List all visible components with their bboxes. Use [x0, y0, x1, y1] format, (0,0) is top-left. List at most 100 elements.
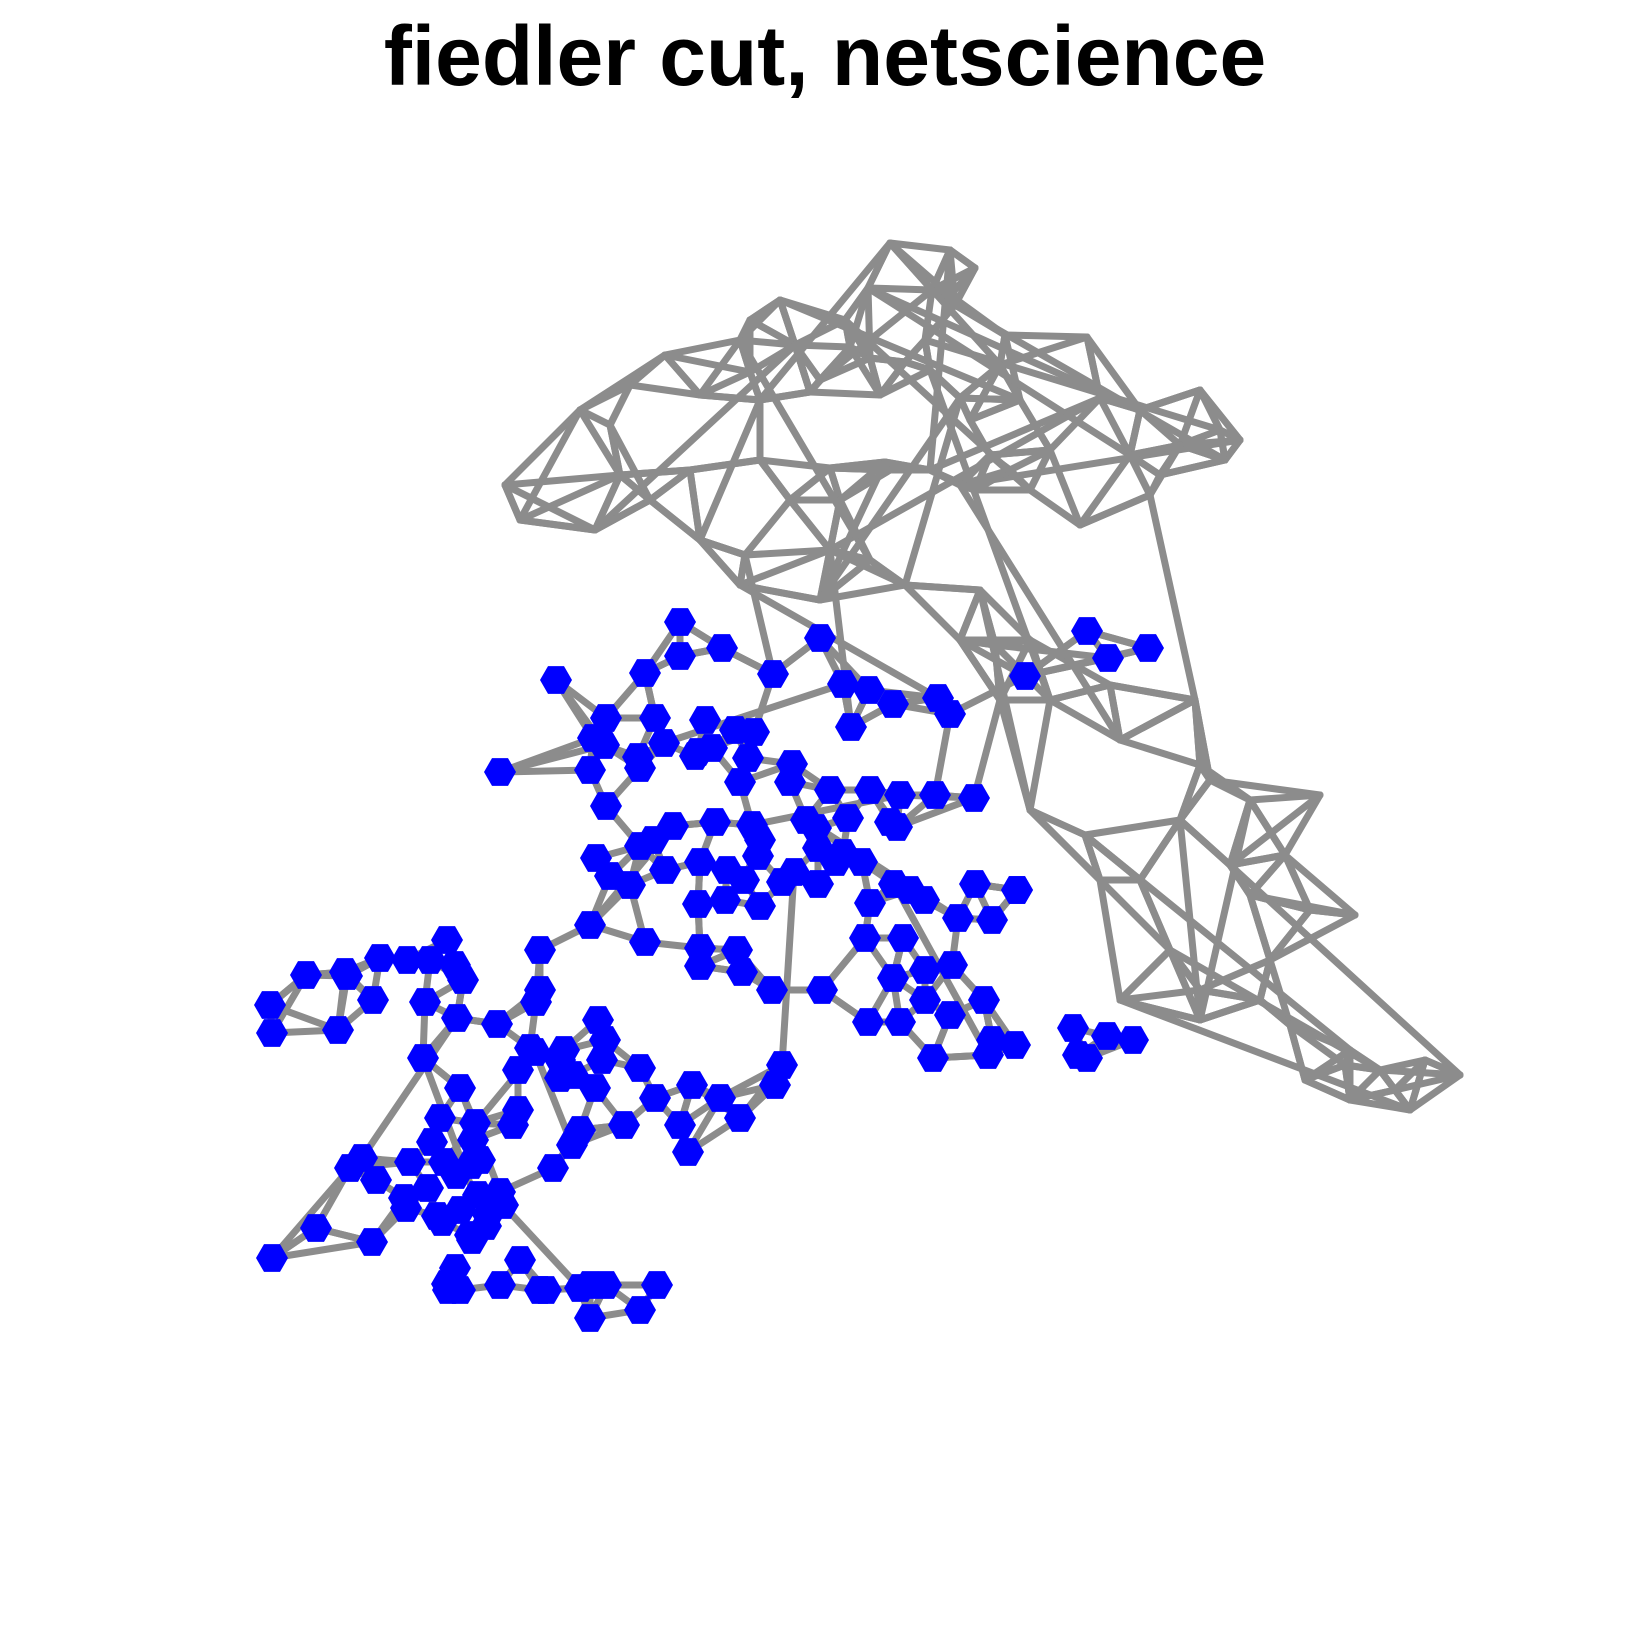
- graph-node: [624, 754, 656, 782]
- graph-edge: [901, 581, 964, 644]
- graph-node: [742, 842, 774, 870]
- graph-node: [530, 1276, 562, 1304]
- graph-node: [454, 1221, 486, 1249]
- graph-node: [709, 886, 741, 914]
- graph-edge: [806, 388, 884, 399]
- graph-node: [608, 1111, 640, 1139]
- graph-node: [766, 1051, 798, 1079]
- graph-edge: [1176, 426, 1224, 449]
- graph-node: [577, 724, 609, 752]
- graph-edge: [1021, 644, 1152, 680]
- graph-node: [484, 1178, 516, 1206]
- graph-edge: [1126, 406, 1144, 459]
- graph-edge: [736, 546, 834, 589]
- graph-edge: [501, 471, 624, 489]
- graph-edge: [864, 284, 874, 362]
- graph-edge: [1301, 1046, 1354, 1084]
- graph-edge: [1096, 394, 1134, 459]
- graph-edge: [1026, 446, 1054, 494]
- graph-edge: [1346, 1046, 1384, 1074]
- graph-edge: [1281, 791, 1324, 859]
- graph-edge: [1026, 486, 1084, 529]
- graph-node: [629, 659, 661, 687]
- graph-edge: [741, 496, 794, 559]
- graph-node: [432, 1276, 464, 1304]
- graph-node: [852, 1008, 884, 1036]
- graph-node: [704, 1084, 736, 1112]
- graph-node: [689, 706, 721, 734]
- graph-node: [884, 1008, 916, 1036]
- graph-node: [624, 1296, 656, 1324]
- graph-node: [854, 776, 886, 804]
- graph-node: [664, 1111, 696, 1139]
- graph-edge: [786, 496, 834, 554]
- graph-node: [766, 868, 798, 896]
- graph-edge: [786, 464, 834, 504]
- graph-edge: [741, 551, 777, 678]
- graph-node: [684, 848, 716, 876]
- graph-edge: [746, 368, 764, 404]
- graph-node: [390, 1194, 422, 1222]
- graph-edge: [886, 239, 954, 254]
- graph-edge: [806, 343, 854, 396]
- graph-node: [1071, 617, 1103, 645]
- graph-edge: [1116, 996, 1204, 1024]
- graph-node: [1117, 1026, 1149, 1054]
- graph-edge: [501, 481, 599, 534]
- graph-edge: [501, 481, 524, 524]
- graph-edge: [1226, 861, 1464, 1079]
- graph-edge: [686, 466, 704, 544]
- graph-node: [936, 951, 968, 979]
- graph-edge: [516, 471, 624, 524]
- graph-edge: [1246, 891, 1314, 914]
- graph-edge: [1046, 446, 1084, 529]
- graph-node: [256, 1019, 288, 1047]
- graph-edge: [1116, 946, 1174, 1004]
- node-layer: [254, 608, 1164, 1332]
- graph-node: [719, 716, 751, 744]
- graph-edge: [576, 406, 614, 429]
- graph-edge: [1216, 426, 1229, 464]
- graph-node: [679, 742, 711, 770]
- graph-edge: [1196, 956, 1274, 994]
- graph-edge: [970, 696, 1004, 802]
- graph-edge: [1136, 406, 1184, 449]
- graph-edge: [836, 458, 889, 504]
- graph-edge: [1081, 831, 1144, 884]
- graph-node: [968, 986, 1000, 1014]
- graph-node: [648, 729, 680, 757]
- graph-edge: [499, 1201, 584, 1292]
- graph-edge: [991, 641, 1112, 662]
- graph-edge: [1076, 451, 1134, 529]
- plot-title: fiedler cut, netscience: [383, 9, 1267, 103]
- graph-edge: [881, 458, 934, 474]
- graph-node: [519, 1038, 551, 1066]
- graph-edge: [966, 396, 1024, 424]
- graph-node: [564, 1274, 596, 1302]
- graph-node: [1009, 662, 1041, 690]
- graph-node: [884, 781, 916, 809]
- graph-node: [360, 1166, 392, 1194]
- graph-node: [806, 976, 838, 1004]
- graph-edge: [901, 581, 984, 594]
- graph-edge: [1406, 1071, 1464, 1114]
- graph-node: [639, 704, 671, 732]
- graph-node: [672, 1138, 704, 1166]
- graph-edge: [696, 536, 749, 559]
- graph-node: [574, 1304, 606, 1332]
- graph-edge: [841, 284, 872, 324]
- graph-edge: [956, 481, 1124, 744]
- graph-node: [877, 690, 909, 718]
- graph-node: [586, 1046, 618, 1074]
- graph-edge: [756, 456, 794, 504]
- graph-edge: [1346, 1086, 1399, 1104]
- graph-node: [540, 666, 572, 694]
- graph-edge: [778, 868, 798, 1069]
- graph-edge: [1016, 396, 1054, 454]
- graph-node: [835, 713, 867, 741]
- graph-edge: [1136, 386, 1204, 414]
- graph-node: [732, 744, 764, 772]
- graph-node: [455, 1151, 487, 1179]
- graph-node: [976, 906, 1008, 934]
